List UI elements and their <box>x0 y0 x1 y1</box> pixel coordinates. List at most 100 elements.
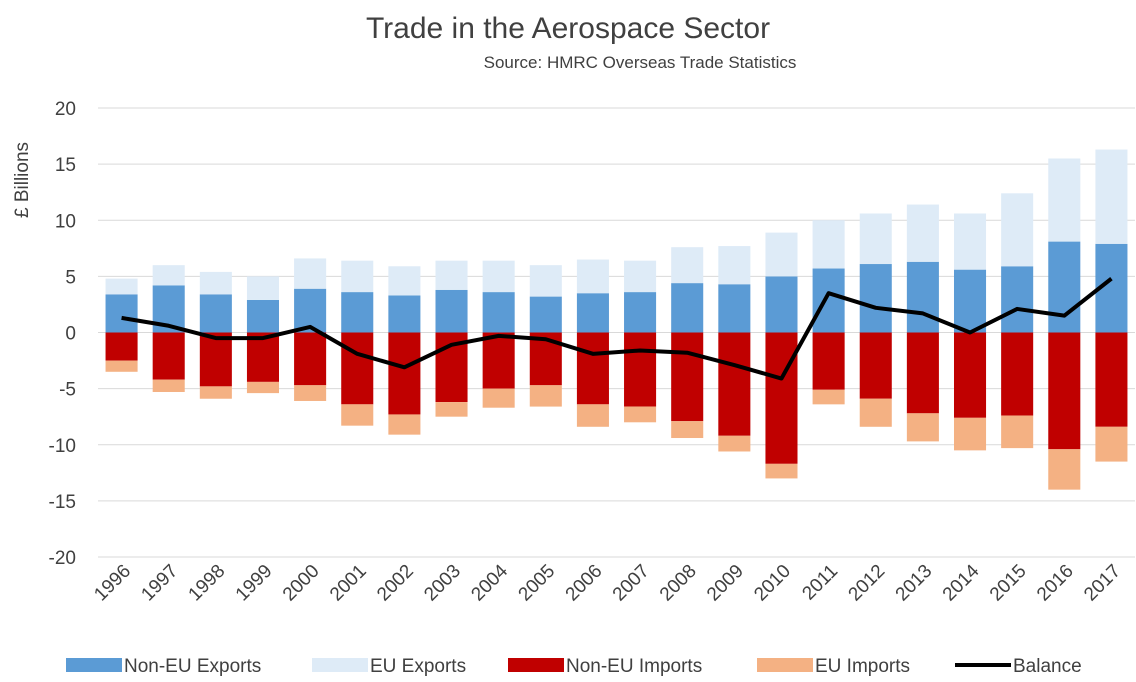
bar <box>624 260 657 293</box>
bar <box>812 389 845 405</box>
bar <box>624 332 657 407</box>
x-tick-label: 2017 <box>1080 561 1125 606</box>
bar <box>388 332 421 415</box>
bar <box>718 332 751 436</box>
bar <box>246 276 280 300</box>
bar <box>812 220 845 269</box>
bar <box>576 404 609 427</box>
balance-line <box>121 277 1113 381</box>
y-tick-label: 10 <box>55 211 76 232</box>
legend-swatch <box>757 658 813 672</box>
y-axis-label: £ Billions <box>12 142 33 218</box>
bar <box>246 381 280 394</box>
bar <box>953 417 987 451</box>
legend-label: Non-EU Imports <box>566 656 702 677</box>
bar <box>812 332 845 390</box>
bar <box>1001 193 1034 267</box>
bar <box>1001 332 1034 416</box>
bar <box>529 296 562 333</box>
x-tick-label: 2010 <box>750 561 795 606</box>
bar <box>246 299 280 333</box>
y-tick-label: 5 <box>65 267 76 288</box>
x-tick-label: 1997 <box>137 561 182 606</box>
x-tick-label: 2004 <box>467 560 512 605</box>
bar <box>1048 158 1081 242</box>
bar <box>482 292 515 333</box>
y-tick-label: 15 <box>55 155 76 176</box>
y-tick-label: 0 <box>65 324 76 345</box>
bar <box>953 332 987 418</box>
bar <box>294 258 327 289</box>
x-tick-label: 2005 <box>515 561 560 606</box>
x-tick-label: 2009 <box>703 561 748 606</box>
bar <box>105 332 138 361</box>
x-tick-label: 2016 <box>1033 561 1078 606</box>
bar <box>953 269 987 333</box>
bar <box>482 260 515 293</box>
bar <box>1048 241 1081 333</box>
bar <box>388 414 421 435</box>
bar <box>671 421 704 439</box>
bar <box>388 266 421 296</box>
bar <box>765 232 798 277</box>
legend-swatch <box>66 658 122 672</box>
legend-label: EU Exports <box>370 656 466 677</box>
chart-title: Trade in the Aerospace Sector <box>366 12 770 45</box>
x-tick-label: 1996 <box>90 561 135 606</box>
bar <box>859 213 892 265</box>
bar <box>859 264 892 333</box>
bar <box>152 265 185 286</box>
bar <box>671 283 704 333</box>
legend-label: EU Imports <box>815 656 910 677</box>
bar <box>199 332 232 387</box>
y-tick-label: 20 <box>55 99 76 120</box>
legend-label: Balance <box>1013 656 1082 677</box>
bar <box>624 292 657 333</box>
bar <box>812 268 845 333</box>
bar <box>294 385 327 401</box>
bar <box>341 292 374 333</box>
bar <box>388 295 421 333</box>
bar <box>105 278 138 295</box>
x-tick-label: 2007 <box>609 561 654 606</box>
y-tick-label: -10 <box>49 436 76 457</box>
bar <box>152 379 185 392</box>
bar <box>859 398 892 427</box>
y-tick-label: -5 <box>59 380 76 401</box>
bar <box>341 332 374 405</box>
bar <box>482 388 515 408</box>
x-tick-label: 2002 <box>373 561 418 606</box>
bar <box>529 265 562 297</box>
x-tick-label: 2006 <box>562 561 607 606</box>
bar <box>246 332 280 382</box>
bar <box>718 284 751 333</box>
bar <box>105 294 138 333</box>
bar <box>576 293 609 333</box>
bar <box>671 247 704 284</box>
bar <box>105 360 138 372</box>
bar <box>953 213 987 270</box>
x-tick-label: 2015 <box>986 561 1031 606</box>
bar <box>906 332 939 414</box>
bar <box>199 386 232 399</box>
bar <box>718 435 751 452</box>
chart-subtitle: Source: HMRC Overseas Trade Statistics <box>484 53 797 72</box>
bar <box>341 260 374 293</box>
bar <box>1048 332 1081 450</box>
x-tick-label: 2001 <box>326 561 371 606</box>
bar <box>435 402 468 417</box>
bar <box>1001 415 1034 449</box>
legend-swatch <box>508 658 564 672</box>
bar <box>1095 426 1128 462</box>
bar <box>1095 332 1128 427</box>
bar <box>765 332 798 464</box>
x-tick-label: 2003 <box>420 561 465 606</box>
bar <box>906 204 939 262</box>
bar <box>435 260 468 290</box>
bar <box>576 332 609 405</box>
x-tick-label: 1999 <box>232 561 277 606</box>
bar <box>294 332 327 386</box>
x-tick-label: 2013 <box>892 561 937 606</box>
legend-swatch <box>312 658 368 672</box>
